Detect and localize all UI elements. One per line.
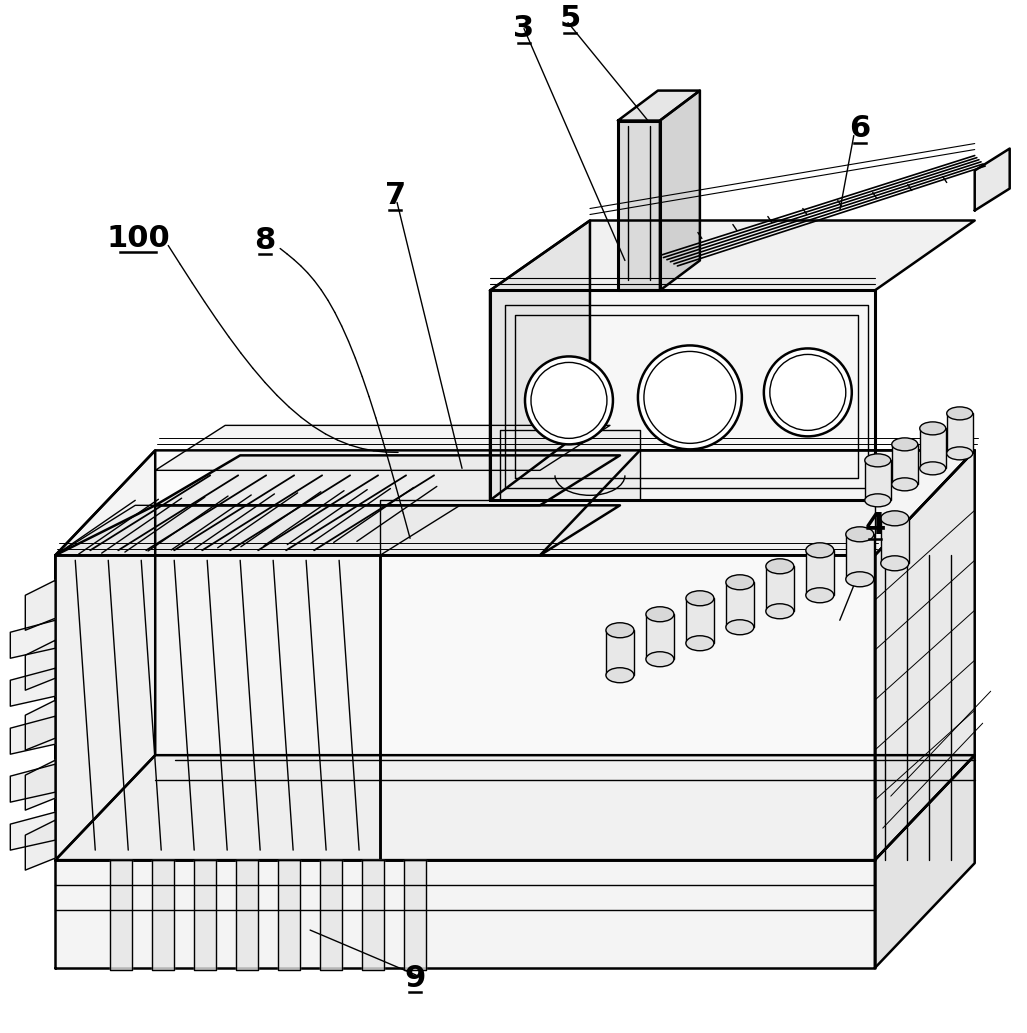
Polygon shape [110, 860, 132, 970]
FancyBboxPatch shape [766, 566, 794, 612]
Ellipse shape [646, 606, 674, 622]
Ellipse shape [846, 572, 874, 587]
Polygon shape [26, 820, 55, 870]
Polygon shape [500, 431, 640, 500]
Ellipse shape [646, 652, 674, 666]
Text: 4: 4 [864, 510, 885, 540]
Ellipse shape [726, 620, 754, 634]
FancyBboxPatch shape [606, 630, 634, 676]
Polygon shape [875, 450, 975, 860]
Polygon shape [10, 668, 55, 707]
Circle shape [531, 363, 607, 438]
Ellipse shape [846, 527, 874, 541]
Polygon shape [55, 505, 620, 556]
Text: 7: 7 [384, 181, 406, 210]
FancyBboxPatch shape [865, 461, 890, 500]
FancyBboxPatch shape [726, 583, 754, 627]
Polygon shape [55, 860, 875, 968]
Ellipse shape [806, 542, 834, 558]
Polygon shape [55, 556, 380, 860]
Circle shape [770, 354, 846, 431]
Circle shape [764, 348, 851, 436]
Text: 8: 8 [255, 226, 276, 255]
Ellipse shape [806, 588, 834, 603]
Polygon shape [363, 860, 384, 970]
Ellipse shape [686, 635, 714, 651]
Ellipse shape [920, 421, 946, 435]
Ellipse shape [947, 447, 973, 460]
Polygon shape [55, 450, 155, 860]
Polygon shape [10, 812, 55, 850]
Polygon shape [380, 556, 875, 860]
Polygon shape [10, 764, 55, 803]
FancyBboxPatch shape [846, 534, 874, 580]
Ellipse shape [865, 494, 890, 507]
Polygon shape [618, 91, 699, 121]
Polygon shape [320, 860, 342, 970]
Polygon shape [155, 426, 610, 470]
FancyBboxPatch shape [806, 551, 834, 595]
Polygon shape [490, 220, 589, 500]
Ellipse shape [891, 478, 918, 491]
Ellipse shape [947, 407, 973, 419]
Polygon shape [10, 716, 55, 754]
Text: 6: 6 [849, 114, 871, 143]
Polygon shape [55, 505, 460, 556]
Ellipse shape [881, 511, 909, 526]
FancyBboxPatch shape [686, 598, 714, 644]
Polygon shape [236, 860, 258, 970]
Polygon shape [194, 860, 217, 970]
Ellipse shape [881, 556, 909, 571]
Polygon shape [660, 91, 699, 290]
Ellipse shape [726, 574, 754, 590]
Polygon shape [55, 755, 975, 860]
Ellipse shape [766, 559, 794, 573]
Polygon shape [10, 620, 55, 658]
Polygon shape [490, 220, 975, 290]
Text: 5: 5 [560, 4, 580, 33]
Polygon shape [540, 450, 975, 556]
Text: 100: 100 [107, 224, 170, 253]
Ellipse shape [606, 667, 634, 683]
FancyBboxPatch shape [891, 444, 918, 484]
Polygon shape [155, 456, 620, 505]
Polygon shape [55, 450, 975, 556]
Ellipse shape [891, 438, 918, 450]
Polygon shape [975, 149, 1010, 211]
Polygon shape [490, 290, 875, 500]
Circle shape [644, 351, 736, 443]
Circle shape [638, 345, 741, 449]
FancyBboxPatch shape [920, 429, 946, 468]
Circle shape [525, 356, 613, 444]
FancyBboxPatch shape [947, 413, 973, 453]
Polygon shape [26, 640, 55, 690]
FancyBboxPatch shape [881, 519, 909, 563]
Ellipse shape [686, 591, 714, 605]
FancyBboxPatch shape [646, 615, 674, 659]
Polygon shape [380, 500, 875, 556]
Polygon shape [26, 581, 55, 630]
Polygon shape [278, 860, 300, 970]
Text: 3: 3 [514, 14, 535, 43]
Text: 9: 9 [405, 964, 426, 993]
Polygon shape [875, 755, 975, 968]
Ellipse shape [920, 462, 946, 475]
Polygon shape [26, 700, 55, 750]
Ellipse shape [766, 603, 794, 619]
Polygon shape [618, 121, 660, 290]
Polygon shape [404, 860, 426, 970]
Polygon shape [152, 860, 175, 970]
Ellipse shape [865, 453, 890, 467]
Polygon shape [26, 760, 55, 810]
Ellipse shape [606, 623, 634, 637]
